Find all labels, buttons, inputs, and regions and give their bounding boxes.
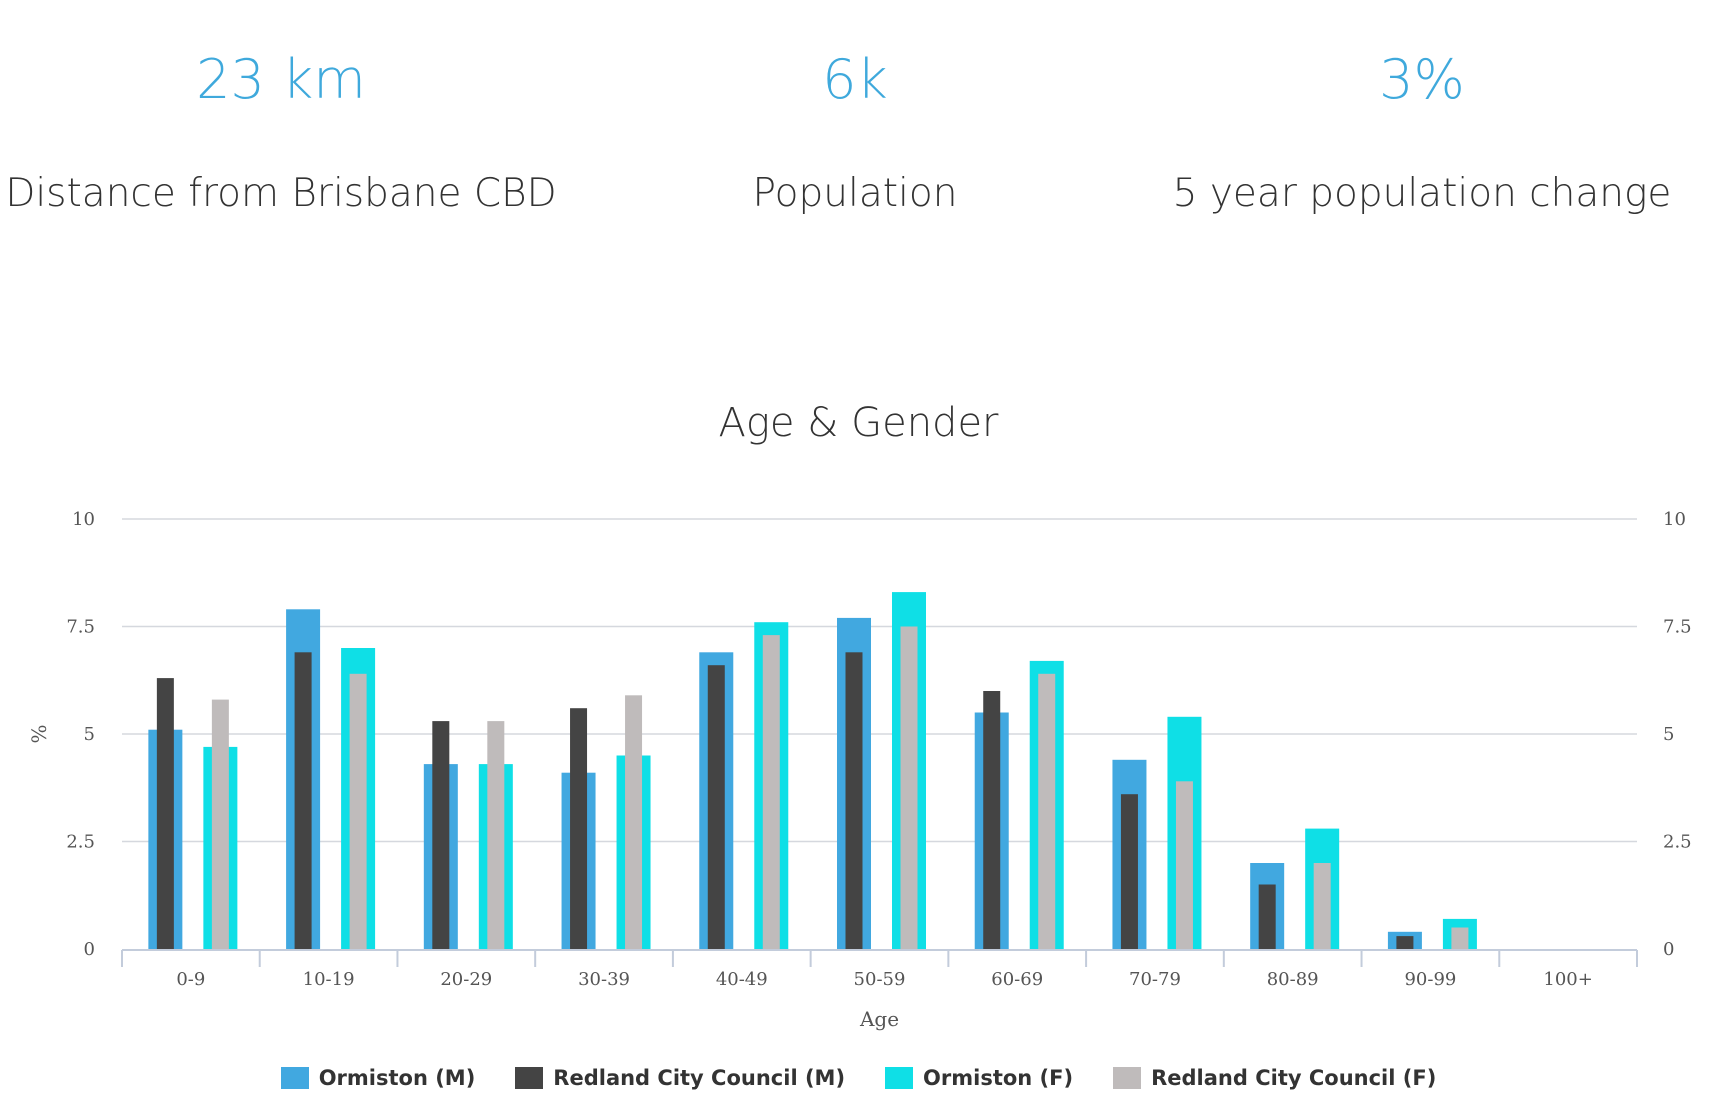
- bar-redland-city-council-f-90-99: [1451, 927, 1469, 949]
- stats-row: 23 km Distance from Brisbane CBD 6k Popu…: [0, 0, 1717, 300]
- bar-redland-city-council-f-50-59: [900, 626, 918, 949]
- bar-redland-city-council-m-60-69: [983, 691, 1001, 949]
- legend-label-redland-f: Redland City Council (F): [1151, 1066, 1437, 1090]
- y-tick-label-right: 0: [1663, 939, 1674, 960]
- x-tick-label: 0-9: [176, 969, 205, 990]
- bar-redland-city-council-m-40-49: [707, 665, 725, 949]
- x-tick-label: 100+: [1543, 969, 1592, 990]
- x-tick-label: 60-69: [991, 969, 1043, 990]
- bar-redland-city-council-f-70-79: [1175, 781, 1193, 949]
- stat-population-change-label: 5 year population change: [1172, 171, 1672, 216]
- stat-distance-label: Distance from Brisbane CBD: [5, 171, 557, 216]
- bar-redland-city-council-m-80-89: [1258, 884, 1276, 949]
- x-tick-label: 40-49: [716, 969, 768, 990]
- bar-redland-city-council-f-40-49: [762, 635, 780, 949]
- legend-swatch-redland-f: [1113, 1067, 1142, 1089]
- bar-redland-city-council-m-70-79: [1120, 794, 1138, 949]
- bar-redland-city-council-m-90-99: [1396, 936, 1414, 949]
- stat-population-label: Population: [752, 171, 958, 216]
- y-tick-label-right: 10: [1663, 509, 1686, 530]
- legend-item-ormiston-m[interactable]: Ormiston (M): [280, 1066, 476, 1090]
- legend-label-ormiston-f: Ormiston (F): [923, 1066, 1074, 1090]
- y-tick-label-left: 7.5: [66, 617, 95, 638]
- bar-redland-city-council-f-80-89: [1313, 863, 1331, 949]
- bar-redland-city-council-m-10-19: [294, 652, 312, 949]
- x-tick-label: 80-89: [1267, 969, 1319, 990]
- legend-swatch-ormiston-m: [280, 1067, 309, 1089]
- chart-title: Age & Gender: [718, 400, 999, 446]
- legend-item-redland-m[interactable]: Redland City Council (M): [515, 1066, 845, 1090]
- age-gender-chart: 0 0 2.5 2.5 5 5 7.5 7.5 10 10 0-9 10-19 20-29 30-39 40…: [27, 509, 1692, 1031]
- x-axis-title: Age: [859, 1007, 899, 1031]
- bar-redland-city-council-f-20-29: [487, 721, 505, 949]
- y-tick-label-left: 10: [72, 509, 95, 530]
- x-tick-label: 20-29: [440, 969, 492, 990]
- bar-redland-city-council-m-50-59: [845, 652, 863, 949]
- x-tick-label: 50-59: [854, 969, 906, 990]
- y-tick-label-left: 2.5: [66, 832, 95, 853]
- bar-redland-city-council-f-0-9: [211, 699, 229, 949]
- bar-redland-city-council-f-30-39: [625, 695, 643, 949]
- legend-swatch-redland-m: [515, 1067, 544, 1089]
- bar-redland-city-council-m-30-39: [570, 708, 588, 949]
- legend-item-redland-f[interactable]: Redland City Council (F): [1113, 1066, 1436, 1090]
- stat-population-value: 6k: [822, 48, 888, 111]
- legend-label-ormiston-m: Ormiston (M): [318, 1066, 476, 1090]
- x-tick-label: 10-19: [303, 969, 355, 990]
- bar-redland-city-council-m-0-9: [156, 678, 174, 949]
- y-tick-label-left: 0: [84, 939, 95, 960]
- bar-redland-city-council-f-60-69: [1038, 673, 1056, 949]
- legend-label-redland-m: Redland City Council (M): [553, 1066, 846, 1090]
- y-tick-label-right: 5: [1663, 724, 1674, 745]
- bar-redland-city-council-m-20-29: [432, 721, 450, 949]
- y-tick-label-right: 2.5: [1663, 832, 1692, 853]
- chart-legend: Ormiston (M) Redland City Council (M) Or…: [0, 1066, 1717, 1090]
- stat-distance-value: 23 km: [196, 48, 366, 111]
- x-tick-label: 70-79: [1129, 969, 1181, 990]
- bar-redland-city-council-f-10-19: [349, 673, 367, 949]
- y-axis-title: %: [27, 724, 51, 743]
- y-tick-label-right: 7.5: [1663, 617, 1692, 638]
- legend-item-ormiston-f[interactable]: Ormiston (F): [885, 1066, 1073, 1090]
- x-tick-label: 30-39: [578, 969, 630, 990]
- x-tick-label: 90-99: [1404, 969, 1456, 990]
- y-tick-label-left: 5: [84, 724, 95, 745]
- stat-population-change-value: 3%: [1379, 48, 1465, 111]
- legend-swatch-ormiston-f: [885, 1067, 914, 1089]
